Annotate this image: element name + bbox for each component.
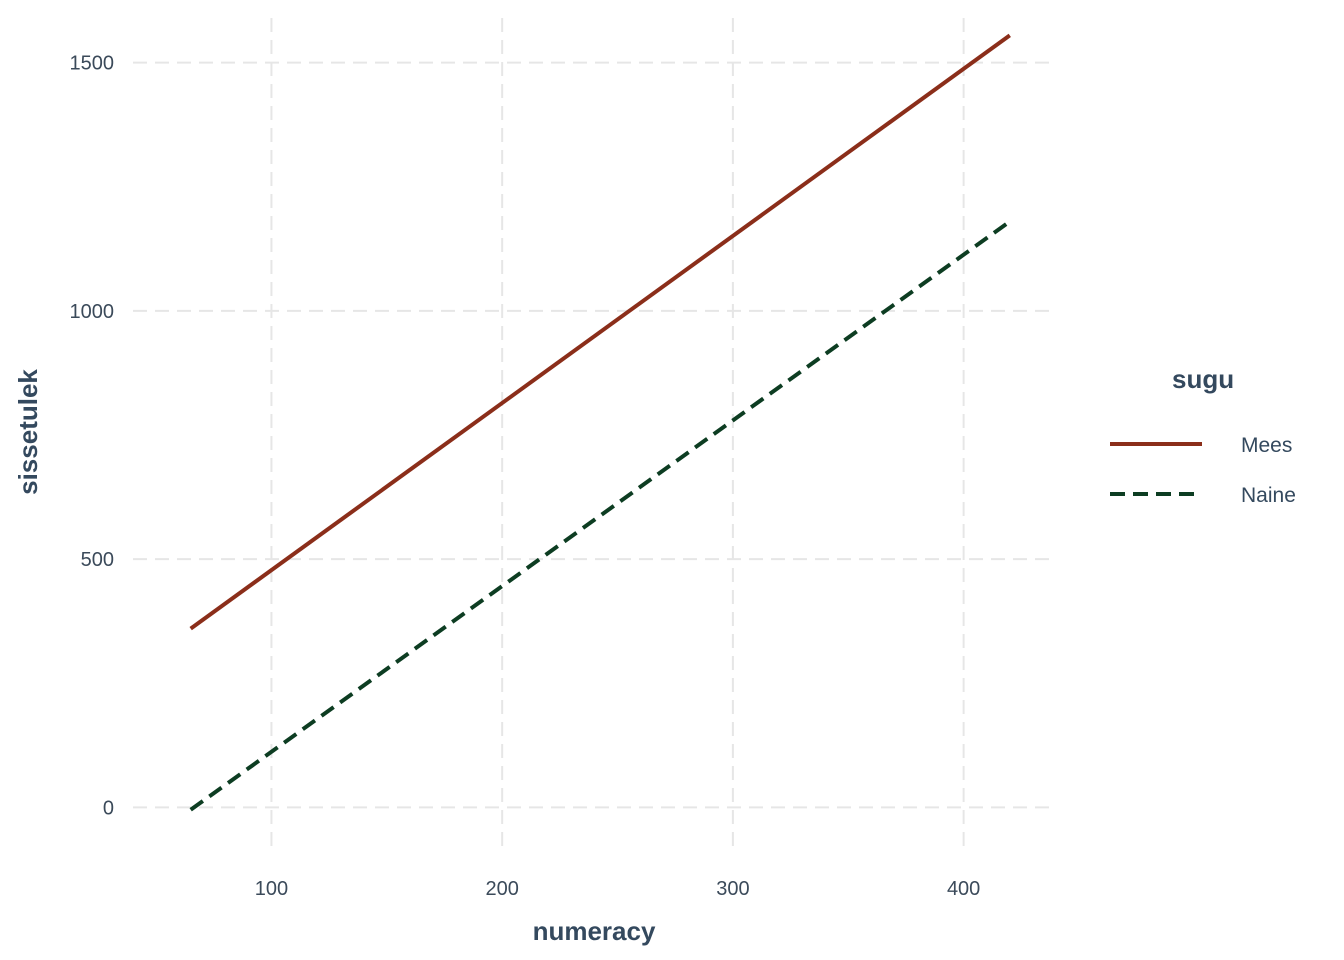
series-layer <box>189 33 1011 812</box>
x-tick-label: 400 <box>947 878 980 900</box>
legend: sugu Mees Naine <box>1110 364 1296 507</box>
y-tick-label: 500 <box>81 549 114 571</box>
series-line-naine <box>189 219 1011 812</box>
tick-labels: 100 200 300 400 0 500 1000 1500 <box>70 53 981 900</box>
legend-label-mees: Mees <box>1241 434 1292 457</box>
grid-layer <box>133 18 1049 852</box>
x-tick-label: 100 <box>255 878 288 900</box>
y-tick-label: 0 <box>103 797 114 819</box>
x-tick-label: 300 <box>716 878 749 900</box>
x-tick-label: 200 <box>485 878 518 900</box>
y-tick-label: 1500 <box>70 53 115 75</box>
legend-title: sugu <box>1172 364 1234 394</box>
legend-label-naine: Naine <box>1241 484 1296 507</box>
x-axis-title: numeracy <box>533 916 656 946</box>
y-axis-title: sissetulek <box>13 369 43 495</box>
series-line-mees <box>189 33 1011 631</box>
y-tick-label: 1000 <box>70 301 115 323</box>
